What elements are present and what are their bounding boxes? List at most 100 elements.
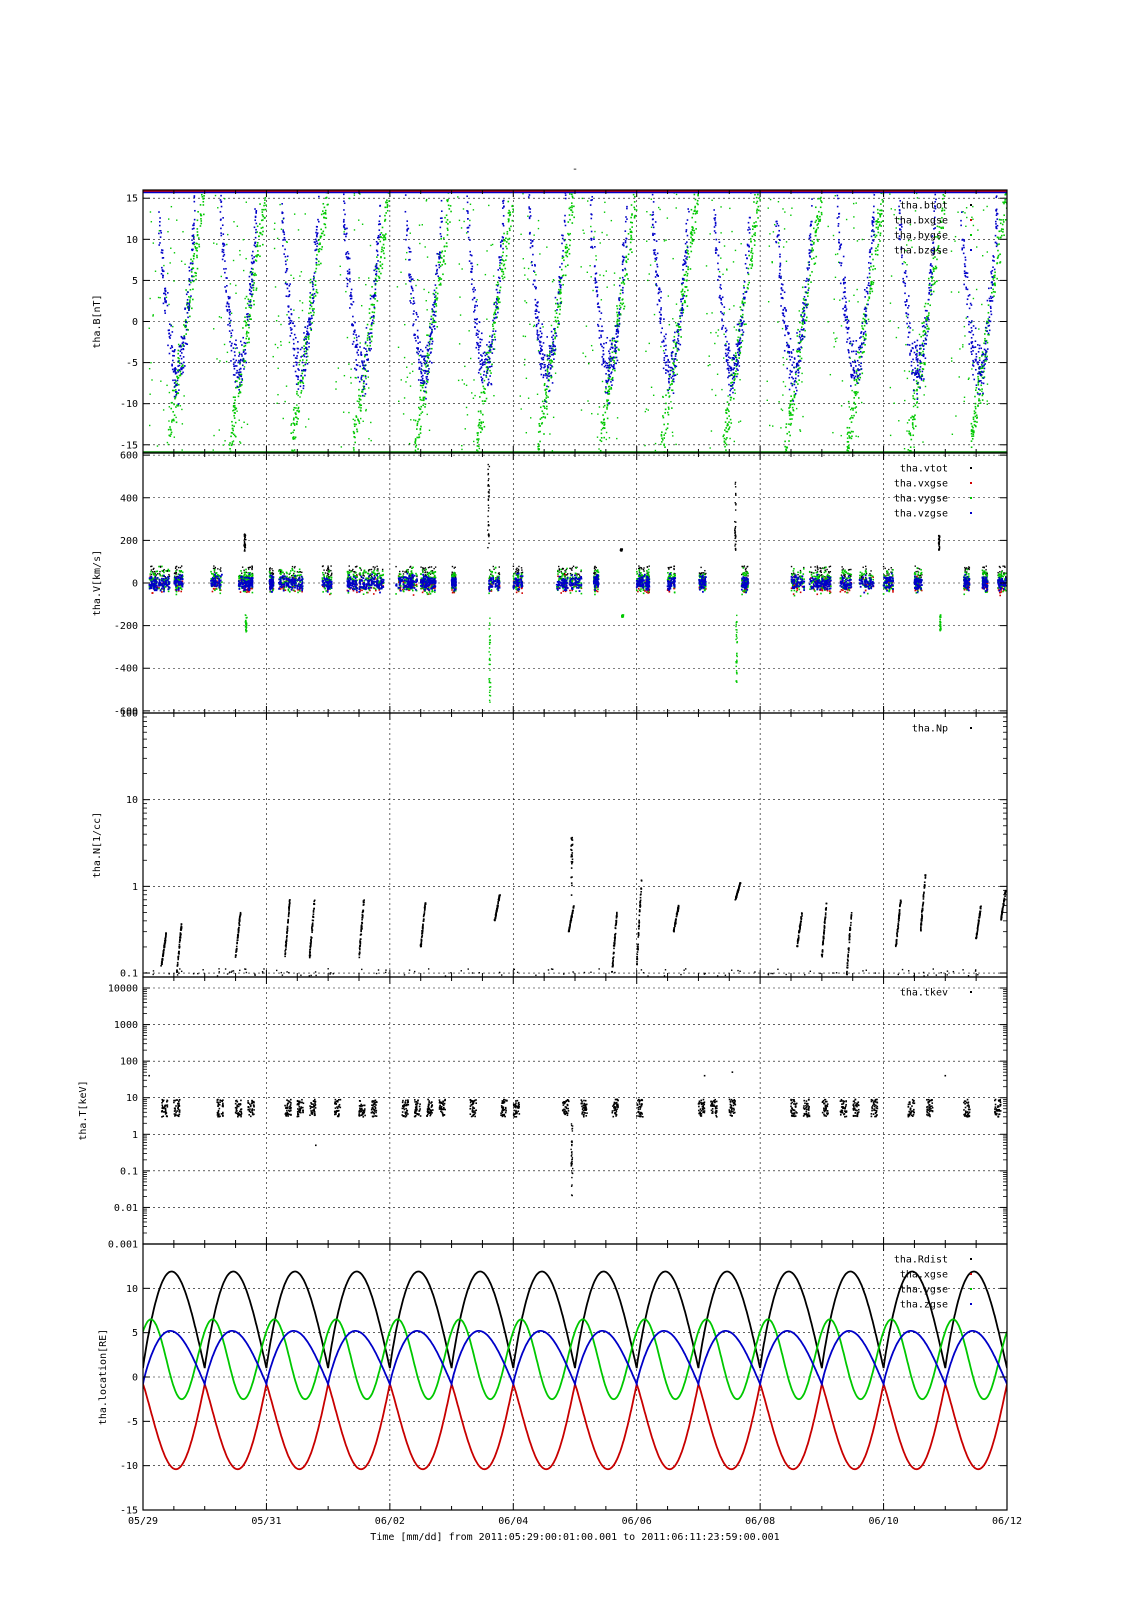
data-point (736, 345, 739, 348)
data-point (847, 444, 850, 446)
data-point (354, 329, 356, 332)
data-point (176, 379, 179, 382)
data-point (732, 356, 735, 359)
data-point (785, 423, 788, 425)
data-point (672, 380, 675, 383)
data-point (663, 240, 666, 242)
data-point (362, 382, 365, 385)
data-point (259, 245, 261, 247)
data-point (738, 322, 740, 325)
data-point (318, 247, 321, 250)
data-point (294, 336, 297, 339)
data-point (996, 262, 998, 265)
data-point (587, 200, 589, 202)
data-point (537, 431, 540, 433)
data-point (297, 383, 299, 386)
data-point (244, 360, 247, 362)
data-point (622, 269, 624, 272)
data-point (323, 234, 326, 236)
data-point (530, 261, 532, 264)
data-point (672, 370, 674, 373)
data-point (352, 447, 355, 449)
data-point (742, 303, 745, 306)
data-point (607, 393, 609, 395)
data-point (846, 318, 849, 320)
data-point (733, 326, 735, 328)
data-point (479, 341, 482, 344)
data-point (609, 355, 612, 358)
data-point (434, 296, 436, 298)
data-point (912, 405, 915, 408)
data-point (681, 309, 683, 312)
data-point (667, 389, 669, 392)
data-point (559, 288, 562, 291)
data-point (189, 299, 191, 301)
data-point (723, 441, 726, 443)
data-point (746, 243, 749, 246)
data-point (722, 324, 725, 327)
data-point (996, 257, 999, 260)
data-point (232, 363, 235, 365)
data-point (621, 261, 624, 263)
data-point (360, 417, 362, 420)
data-point (240, 359, 242, 362)
data-point (1001, 223, 1004, 226)
data-point (233, 343, 236, 346)
data-point (425, 346, 427, 349)
data-point (729, 396, 732, 399)
data-point (251, 272, 253, 275)
data-point (164, 312, 167, 314)
data-point (179, 345, 182, 348)
data-point (422, 399, 425, 402)
data-point (233, 434, 236, 437)
data-point (732, 358, 735, 361)
data-point (804, 319, 807, 321)
data-point (677, 333, 680, 335)
data-point (482, 385, 485, 388)
data-point (914, 210, 917, 212)
data-point (542, 416, 545, 418)
data-point (799, 321, 801, 324)
data-point (744, 301, 746, 304)
data-point (627, 278, 629, 280)
data-point (178, 357, 180, 360)
data-point (322, 212, 325, 215)
data-point (550, 359, 552, 361)
data-point (767, 207, 769, 209)
data-point (600, 421, 603, 423)
data-point (290, 423, 293, 425)
data-point (724, 442, 727, 445)
data-point (849, 357, 851, 359)
data-point (366, 370, 368, 373)
data-point (798, 333, 801, 336)
data-point (911, 422, 914, 424)
data-point (817, 217, 819, 220)
data-point (234, 435, 237, 438)
data-point (295, 416, 297, 419)
panel-1: -15-10-5051015tha.B[nT]tha.btottha.bxgse… (92, 189, 1008, 454)
data-point (351, 343, 354, 345)
data-point (432, 319, 435, 321)
data-point (301, 381, 304, 383)
data-point (503, 206, 505, 208)
data-point (569, 206, 572, 209)
data-point (199, 225, 202, 227)
data-point (629, 241, 632, 244)
data-point (373, 306, 376, 308)
data-point (365, 377, 367, 380)
data-point (670, 366, 673, 369)
data-point (851, 415, 853, 417)
data-point (725, 344, 727, 347)
data-point (728, 415, 730, 417)
data-point (251, 280, 253, 283)
data-point (731, 377, 734, 380)
data-point (482, 374, 485, 376)
data-point (726, 407, 729, 410)
data-point (188, 302, 190, 305)
data-point (484, 363, 486, 366)
data-point (386, 209, 389, 212)
data-point (472, 290, 475, 293)
data-point (315, 267, 318, 270)
data-point (426, 413, 428, 416)
data-point (158, 232, 160, 235)
